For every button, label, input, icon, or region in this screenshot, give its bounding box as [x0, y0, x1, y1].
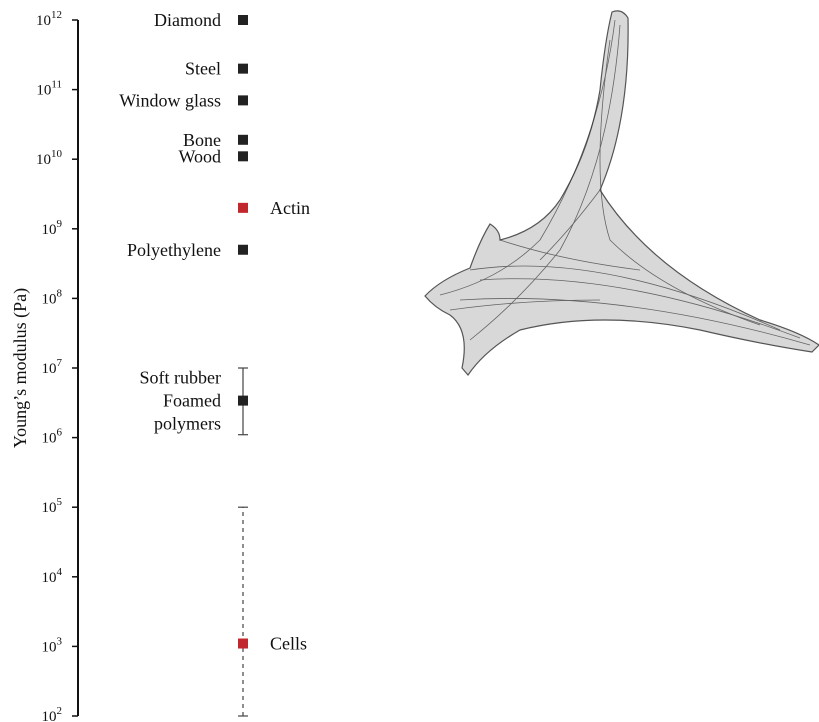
point-label: Cells: [270, 634, 307, 654]
y-tick-label: 108: [42, 287, 63, 307]
tick-base: 10: [42, 639, 57, 655]
point-label: Steel: [185, 59, 221, 79]
point-label: Actin: [270, 198, 310, 218]
point: [238, 15, 248, 25]
tick-exponent: 7: [57, 357, 63, 369]
point: [238, 396, 248, 406]
tick-exponent: 3: [57, 635, 63, 647]
cell-image: [425, 11, 819, 375]
y-tick-label: 1012: [36, 9, 62, 29]
tick-exponent: 8: [57, 287, 63, 299]
y-tick-label: 1010: [36, 148, 63, 168]
point: [238, 151, 248, 161]
tick-exponent: 2: [57, 705, 63, 717]
tick-exponent: 11: [51, 79, 62, 91]
point: [238, 95, 248, 105]
y-tick-label: 103: [42, 635, 63, 655]
y-tick-label: 106: [42, 427, 63, 447]
point-label: Foamed: [163, 391, 221, 411]
point-label: Soft rubber: [140, 368, 221, 388]
point: [238, 203, 248, 213]
point: [238, 245, 248, 255]
point-label: Diamond: [154, 10, 221, 30]
chart: Young’s modulus (Pa) 1012101110101091081…: [0, 0, 819, 722]
point: [238, 135, 248, 145]
point-label: Polyethylene: [127, 240, 221, 260]
y-tick-label: 104: [42, 566, 63, 586]
tick-base: 10: [42, 291, 57, 307]
y-tick-label: 102: [42, 705, 63, 722]
tick-base: 10: [42, 709, 57, 722]
tick-exponent: 9: [57, 218, 63, 230]
tick-exponent: 4: [57, 566, 63, 578]
tick-base: 10: [42, 222, 57, 238]
tick-base: 10: [42, 500, 57, 516]
tick-exponent: 12: [51, 9, 62, 21]
y-tick-label: 105: [42, 496, 63, 516]
y-tick-label: 1011: [36, 79, 62, 99]
point-label: polymers: [154, 414, 221, 434]
tick-exponent: 10: [51, 148, 63, 160]
point-label: Window glass: [119, 90, 221, 110]
y-tick-label: 109: [42, 218, 63, 238]
point-label: Wood: [178, 146, 221, 166]
y-axis-label: Young’s modulus (Pa): [10, 288, 31, 448]
point: [238, 64, 248, 74]
tick-exponent: 5: [57, 496, 63, 508]
y-tick-label: 107: [42, 357, 63, 377]
tick-base: 10: [42, 361, 57, 377]
tick-base: 10: [42, 431, 57, 447]
tick-base: 10: [36, 83, 51, 99]
tick-base: 10: [36, 152, 51, 168]
point: [238, 639, 248, 649]
tick-exponent: 6: [57, 427, 63, 439]
tick-base: 10: [42, 570, 57, 586]
tick-base: 10: [36, 13, 51, 29]
